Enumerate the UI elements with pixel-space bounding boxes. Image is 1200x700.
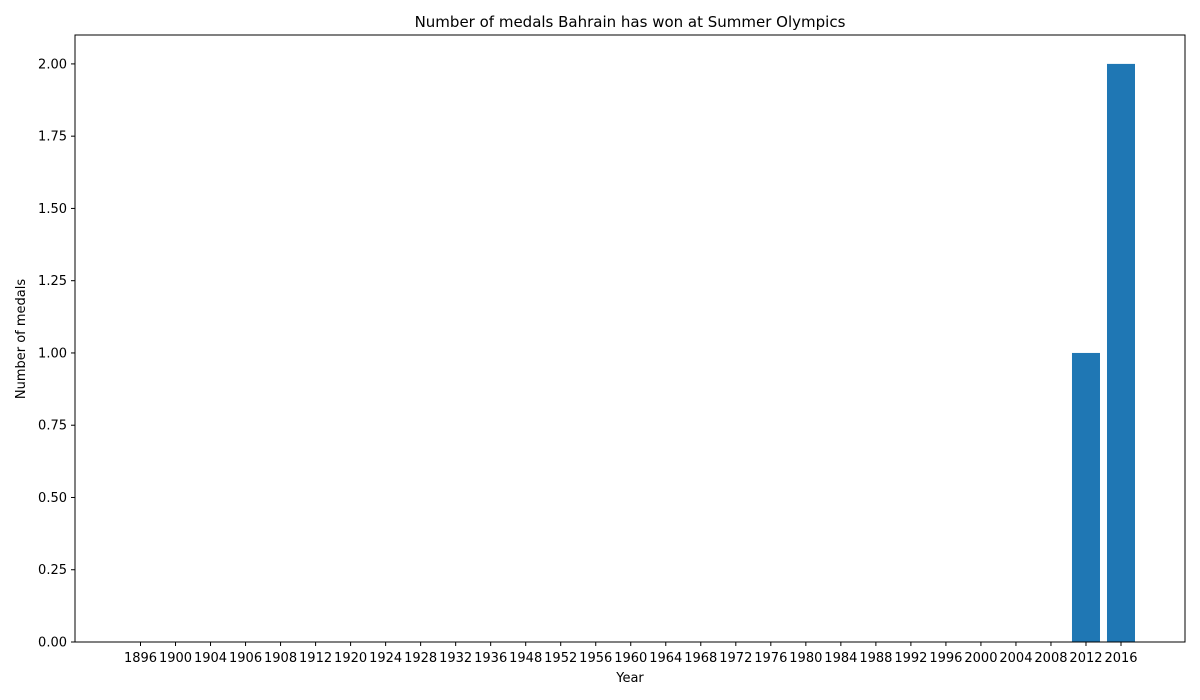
x-axis-ticks: 1896 1900 1904 1906 1908 1912 1920 1924 1928 1932… xyxy=(124,642,1138,666)
bar-2016 xyxy=(1106,63,1135,642)
y-axis-ticks: 0.00 0.25 0.50 0.75 1.00 1.25 1.50 1.75 2.00 xyxy=(38,57,75,651)
x-tick-label: 2016 xyxy=(1104,651,1137,666)
y-tick-label: 0.25 xyxy=(38,563,67,578)
y-tick-label: 2.00 xyxy=(38,57,67,72)
x-tick-label: 1972 xyxy=(719,651,752,666)
x-tick-label: 2008 xyxy=(1034,651,1067,666)
x-tick-label: 1924 xyxy=(369,651,402,666)
x-tick-label: 1948 xyxy=(509,651,542,666)
chart-title: Number of medals Bahrain has won at Summ… xyxy=(415,13,846,31)
x-tick-label: 1980 xyxy=(789,651,822,666)
x-tick-label: 1996 xyxy=(929,651,962,666)
x-tick-label: 1956 xyxy=(579,651,612,666)
y-tick-label: 0.75 xyxy=(38,419,67,434)
bars-group xyxy=(1071,63,1135,642)
x-tick-label: 1968 xyxy=(684,651,717,666)
x-tick-label: 1896 xyxy=(124,651,157,666)
y-tick-label: 1.75 xyxy=(38,130,67,145)
y-tick-label: 0.00 xyxy=(38,636,67,651)
x-tick-label: 1906 xyxy=(229,651,262,666)
x-tick-label: 1964 xyxy=(649,651,682,666)
x-tick-label: 2012 xyxy=(1069,651,1102,666)
x-tick-label: 1912 xyxy=(299,651,332,666)
x-tick-label: 1984 xyxy=(824,651,857,666)
y-tick-label: 1.00 xyxy=(38,346,67,361)
y-tick-label: 0.50 xyxy=(38,491,67,506)
x-tick-label: 1960 xyxy=(614,651,647,666)
bar-2012 xyxy=(1071,352,1100,642)
y-tick-label: 1.50 xyxy=(38,202,67,217)
x-tick-label: 1900 xyxy=(159,651,192,666)
x-tick-label: 1952 xyxy=(544,651,577,666)
x-tick-label: 1920 xyxy=(334,651,367,666)
x-axis-label: Year xyxy=(615,671,644,686)
plot-frame xyxy=(74,34,1186,643)
y-tick-label: 1.25 xyxy=(38,274,67,289)
y-axis-label: Number of medals xyxy=(14,279,29,400)
x-tick-label: 1928 xyxy=(404,651,437,666)
x-tick-label: 2000 xyxy=(964,651,997,666)
x-tick-label: 1988 xyxy=(859,651,892,666)
x-tick-label: 1992 xyxy=(894,651,927,666)
x-tick-label: 2004 xyxy=(999,651,1032,666)
x-tick-label: 1976 xyxy=(754,651,787,666)
x-tick-label: 1908 xyxy=(264,651,297,666)
x-tick-label: 1904 xyxy=(194,651,227,666)
x-tick-label: 1932 xyxy=(439,651,472,666)
x-tick-label: 1936 xyxy=(474,651,507,666)
